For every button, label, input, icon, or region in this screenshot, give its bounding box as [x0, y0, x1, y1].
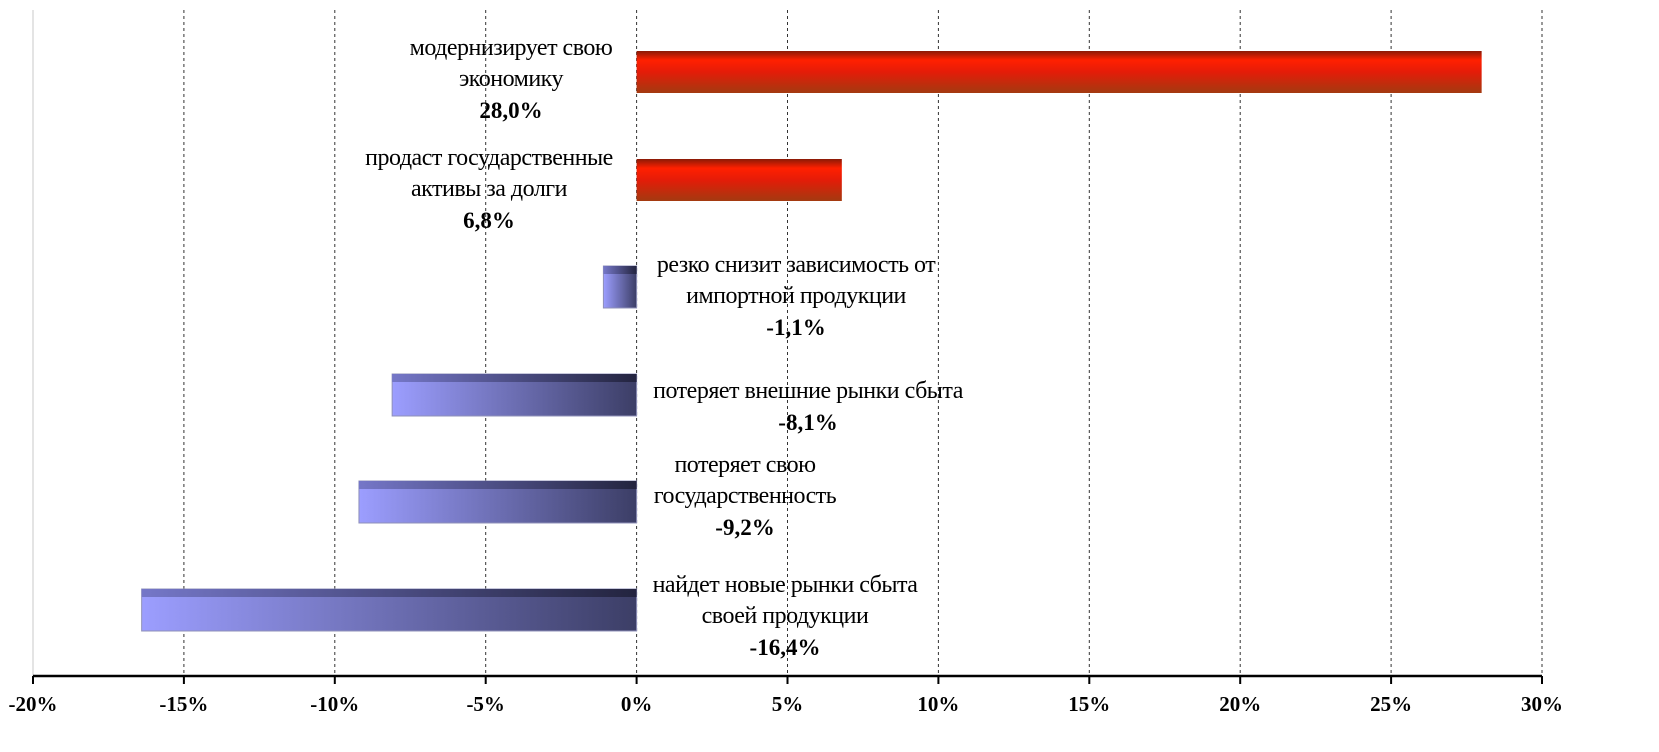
- x-tick-label: 30%: [1521, 692, 1563, 716]
- x-tick-label: 5%: [772, 692, 804, 716]
- x-axis: -20% -15% -10% -5% 0% 5% 10% 15% 20% 25% 30%: [9, 674, 1563, 716]
- x-tick-label: 10%: [917, 692, 959, 716]
- bar-top-face: [358, 481, 637, 489]
- value-label: 6,8%: [463, 208, 515, 233]
- category-label: потеряет свою: [674, 452, 816, 478]
- category-label: активы за долги: [411, 176, 568, 202]
- category-label: продаст государственные: [365, 145, 613, 171]
- x-tick-label: 15%: [1068, 692, 1110, 716]
- bar: [636, 159, 842, 201]
- x-tick-label: -15%: [159, 692, 208, 716]
- category-label: потеряет внешние рынки сбыта: [653, 378, 964, 404]
- grid-lines: [32, 10, 1543, 676]
- x-tick-label: -20%: [9, 692, 58, 716]
- value-label: 28,0%: [479, 98, 542, 123]
- value-label: -8,1%: [778, 410, 837, 435]
- category-labels: модернизирует свою экономику 28,0% продаст …: [365, 35, 964, 660]
- x-tick-label: 0%: [621, 692, 653, 716]
- bar-top-face: [603, 266, 637, 274]
- category-label: государственность: [654, 483, 837, 509]
- category-label: своей продукции: [702, 603, 869, 629]
- bars: [141, 51, 1482, 632]
- bar: [636, 51, 1482, 93]
- value-label: -16,4%: [750, 635, 821, 660]
- category-label: экономику: [459, 66, 563, 92]
- category-label: найдет новые рынки сбыта: [653, 572, 919, 598]
- x-tick-label: -10%: [310, 692, 359, 716]
- bar-top-face: [141, 589, 637, 597]
- value-label: -1,1%: [766, 315, 825, 340]
- bar-top-face: [392, 374, 637, 382]
- x-tick-label: 25%: [1370, 692, 1412, 716]
- category-label: модернизирует свою: [410, 35, 613, 61]
- x-tick-label: -5%: [466, 692, 505, 716]
- category-label: резко снизит зависимость от: [657, 252, 936, 278]
- x-tick-label: 20%: [1219, 692, 1261, 716]
- category-label: импортной продукции: [686, 283, 906, 309]
- value-label: -9,2%: [715, 515, 774, 540]
